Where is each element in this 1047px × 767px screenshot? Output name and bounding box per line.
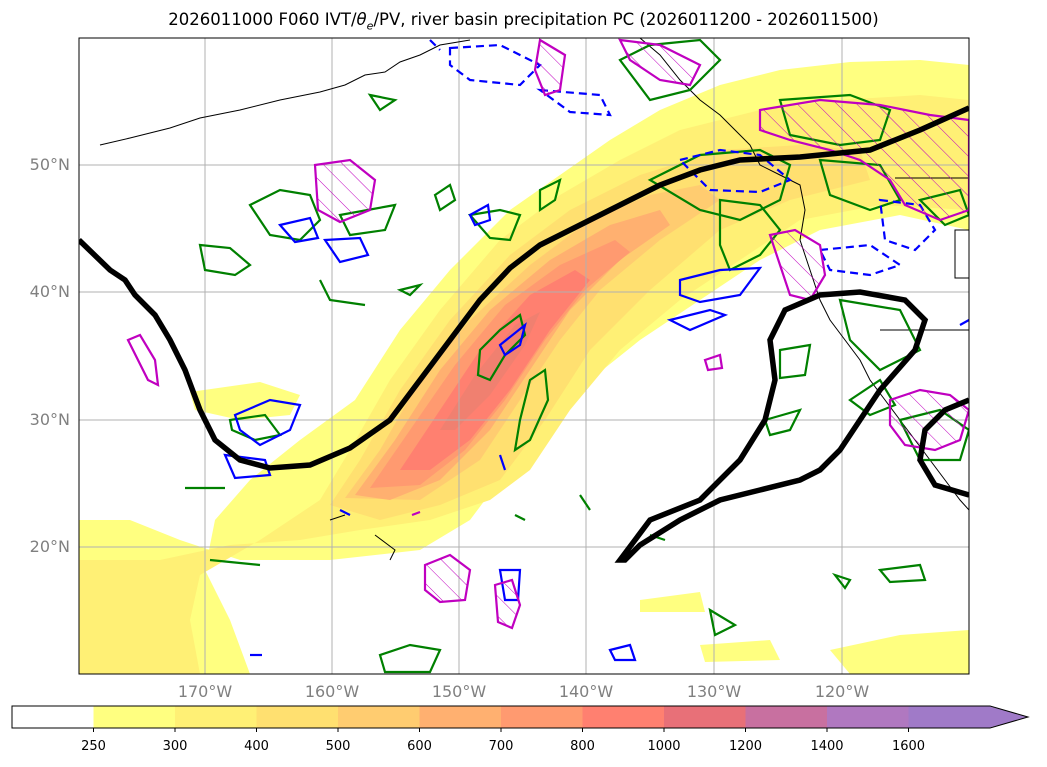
- colorbar-segment: [908, 706, 990, 728]
- colorbar-segment: [175, 706, 257, 728]
- colorbar-tick-label: 1000: [647, 739, 681, 754]
- colorbar-tick-label: 1600: [891, 739, 926, 754]
- colorbar-segment: [338, 706, 420, 728]
- pv-contours: [223, 203, 969, 662]
- lat-label-50: 50°N: [29, 155, 70, 174]
- colorbar-outline: [11, 705, 1030, 729]
- colorbar-segment: [419, 706, 501, 728]
- lat-label-20: 20°N: [29, 537, 70, 556]
- ivt-band-250-s: [640, 592, 705, 612]
- colorbar-tick-label: 1400: [810, 739, 844, 754]
- lon-label-140w: 140°W: [558, 682, 614, 701]
- figure-title: 2026011000 F060 IVT/θe/PV, river basin p…: [0, 10, 1047, 32]
- ivt-band-250-se: [830, 630, 969, 674]
- colorbar-tick-label: 300: [162, 739, 188, 754]
- lon-label-120w: 120°W: [814, 682, 870, 701]
- pv-boundary: [79, 105, 969, 563]
- lat-label-30: 30°N: [29, 410, 70, 429]
- lat-label-40: 40°N: [29, 282, 70, 301]
- map-frame: [78, 37, 970, 675]
- ivt-band-250-left: [190, 382, 300, 420]
- colorbar-segment: [501, 706, 583, 728]
- colorbar-segment: [664, 706, 746, 728]
- colorbar-segment: [745, 706, 827, 728]
- lon-label-130w: 130°W: [686, 682, 742, 701]
- colorbar-tick-label: 600: [407, 739, 432, 754]
- title-suffix: /PV, river basin precipitation PC (20260…: [373, 10, 879, 29]
- title-prefix: 2026011000 F060 IVT/: [168, 10, 357, 29]
- colorbar-extend-arrow: [988, 706, 1028, 728]
- colorbar-segment: [582, 706, 664, 728]
- lon-label-160w: 160°W: [304, 682, 360, 701]
- colorbar-tick-label: 700: [488, 739, 514, 754]
- colorbar-segment: [256, 706, 338, 728]
- colorbar-segment: [827, 706, 909, 728]
- colorbar-tick-label: 400: [244, 739, 269, 754]
- title-theta: θ: [356, 10, 367, 29]
- title-theta-sub: e: [366, 19, 374, 33]
- colorbar-tick-label: 500: [325, 739, 351, 754]
- colorbar-tick-label: 250: [81, 739, 106, 754]
- colorbar: [11, 705, 1030, 732]
- colorbar-tick-label: 800: [570, 739, 595, 754]
- ivt-band-250-s2: [700, 640, 780, 662]
- colorbar-segment-under: [12, 706, 94, 728]
- ivt-band-1000: [440, 312, 540, 430]
- colorbar-tick-label: 1200: [728, 739, 763, 754]
- lon-label-150w: 150°W: [431, 682, 487, 701]
- colorbar-segment: [93, 706, 175, 728]
- lon-label-170w: 170°W: [177, 682, 233, 701]
